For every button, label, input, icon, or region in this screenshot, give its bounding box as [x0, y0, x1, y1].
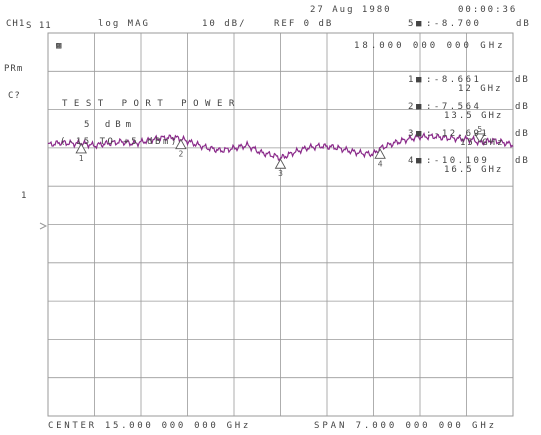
- indicator-c: C?: [8, 91, 21, 101]
- active-marker-value: :-8.700: [426, 19, 482, 29]
- header-date: 27 Aug 1980: [310, 5, 392, 15]
- indicator-prm: PRm: [4, 64, 24, 74]
- reference-position-indicator: 1: [21, 191, 28, 201]
- marker-3-freq: 15 GHz: [460, 138, 505, 148]
- marker-2-freq: 13.5 GHz: [444, 111, 504, 121]
- marker-1-triangle: [75, 142, 87, 154]
- power-title: TEST PORT POWER: [62, 99, 241, 109]
- marker-1-unit: dB: [515, 75, 530, 85]
- marker-5-triangle: [473, 133, 486, 143]
- marker-4-id: 4: [408, 156, 415, 166]
- active-marker-unit: dB: [516, 19, 531, 29]
- reference-line-icon: [39, 222, 48, 230]
- marker-4-triangle: [374, 148, 386, 159]
- header-time: 00:00:36: [458, 5, 518, 15]
- marker-2-value: :-7.564: [426, 102, 482, 112]
- active-marker-id: 5: [408, 19, 415, 29]
- marker-4-unit: dB: [515, 156, 530, 166]
- span-frequency: SPAN 7.000 000 000 GHz: [314, 421, 498, 431]
- marker-2-unit: dB: [515, 102, 530, 112]
- reference-label: REF 0 dB: [274, 19, 334, 29]
- marker-symbols: 1 2 3 4 5: [75, 125, 486, 178]
- marker-2-id: 2: [408, 102, 415, 112]
- marker-1-label: 1: [79, 154, 84, 163]
- power-range: (-15 TO +5 dBm): [60, 137, 179, 147]
- active-marker-frequency: 18.000 000 000 GHz: [354, 41, 506, 51]
- marker-2-symbol: ■: [416, 102, 423, 112]
- s-parameter: S 11: [26, 21, 52, 31]
- marker-2-triangle: [175, 138, 187, 150]
- marker-5-label: 5: [477, 125, 482, 134]
- box-icon: ▩: [56, 41, 63, 51]
- marker-1-value: :-8.661: [426, 75, 482, 85]
- marker-1-symbol: ■: [416, 75, 423, 85]
- scale-label: 10 dB/: [202, 19, 247, 29]
- marker-1-freq: 12 GHz: [458, 84, 503, 94]
- marker-3-triangle: [274, 158, 287, 169]
- marker-3-label: 3: [278, 169, 283, 178]
- center-frequency: CENTER 15.000 000 000 GHz: [48, 421, 251, 431]
- marker-3-symbol: ■: [416, 129, 423, 139]
- marker-3-unit: dB: [515, 129, 530, 139]
- marker-4-value: :-10.109: [426, 156, 490, 166]
- marker-4-symbol: ■: [416, 156, 423, 166]
- marker-1-id: 1: [408, 75, 415, 85]
- graticule: [47, 32, 514, 417]
- trace-line: [47, 131, 514, 161]
- power-value: 5 dBm: [84, 120, 137, 130]
- marker-2-label: 2: [178, 150, 183, 159]
- active-marker-symbol: ■: [416, 19, 423, 29]
- channel-label: CH1: [6, 19, 26, 29]
- marker-3-id: 3: [408, 129, 415, 139]
- marker-4-freq: 16.5 GHz: [444, 165, 504, 175]
- marker-3-value: :-12.691: [426, 129, 490, 139]
- format-label: log MAG: [98, 19, 150, 29]
- marker-4-label: 4: [378, 159, 383, 168]
